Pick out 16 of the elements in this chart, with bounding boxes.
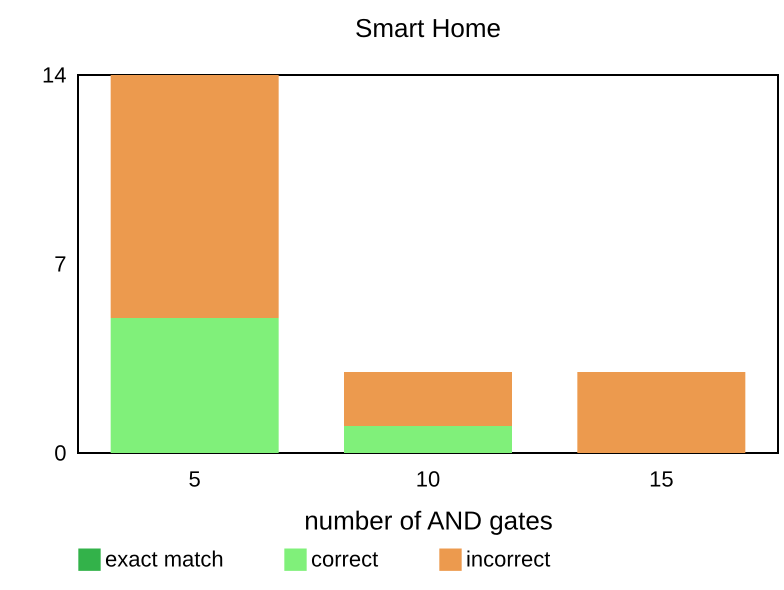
legend-label: correct — [311, 546, 378, 572]
bar — [344, 426, 512, 453]
bar — [577, 372, 746, 453]
y-tick-label: 7 — [54, 252, 66, 276]
legend-label: incorrect — [466, 546, 550, 572]
y-tick-label: 0 — [54, 440, 66, 466]
x-tick-label: 10 — [416, 466, 440, 492]
chart-title: Smart Home — [355, 13, 501, 43]
bar — [110, 318, 279, 453]
legend-label: exact match — [105, 546, 224, 572]
y-tick-label: 14 — [42, 62, 66, 88]
bar — [110, 75, 279, 318]
x-tick-label: 5 — [188, 466, 201, 492]
bar — [344, 372, 512, 426]
x-tick-label: 15 — [649, 466, 674, 492]
x-axis-title: number of AND gates — [304, 506, 553, 536]
